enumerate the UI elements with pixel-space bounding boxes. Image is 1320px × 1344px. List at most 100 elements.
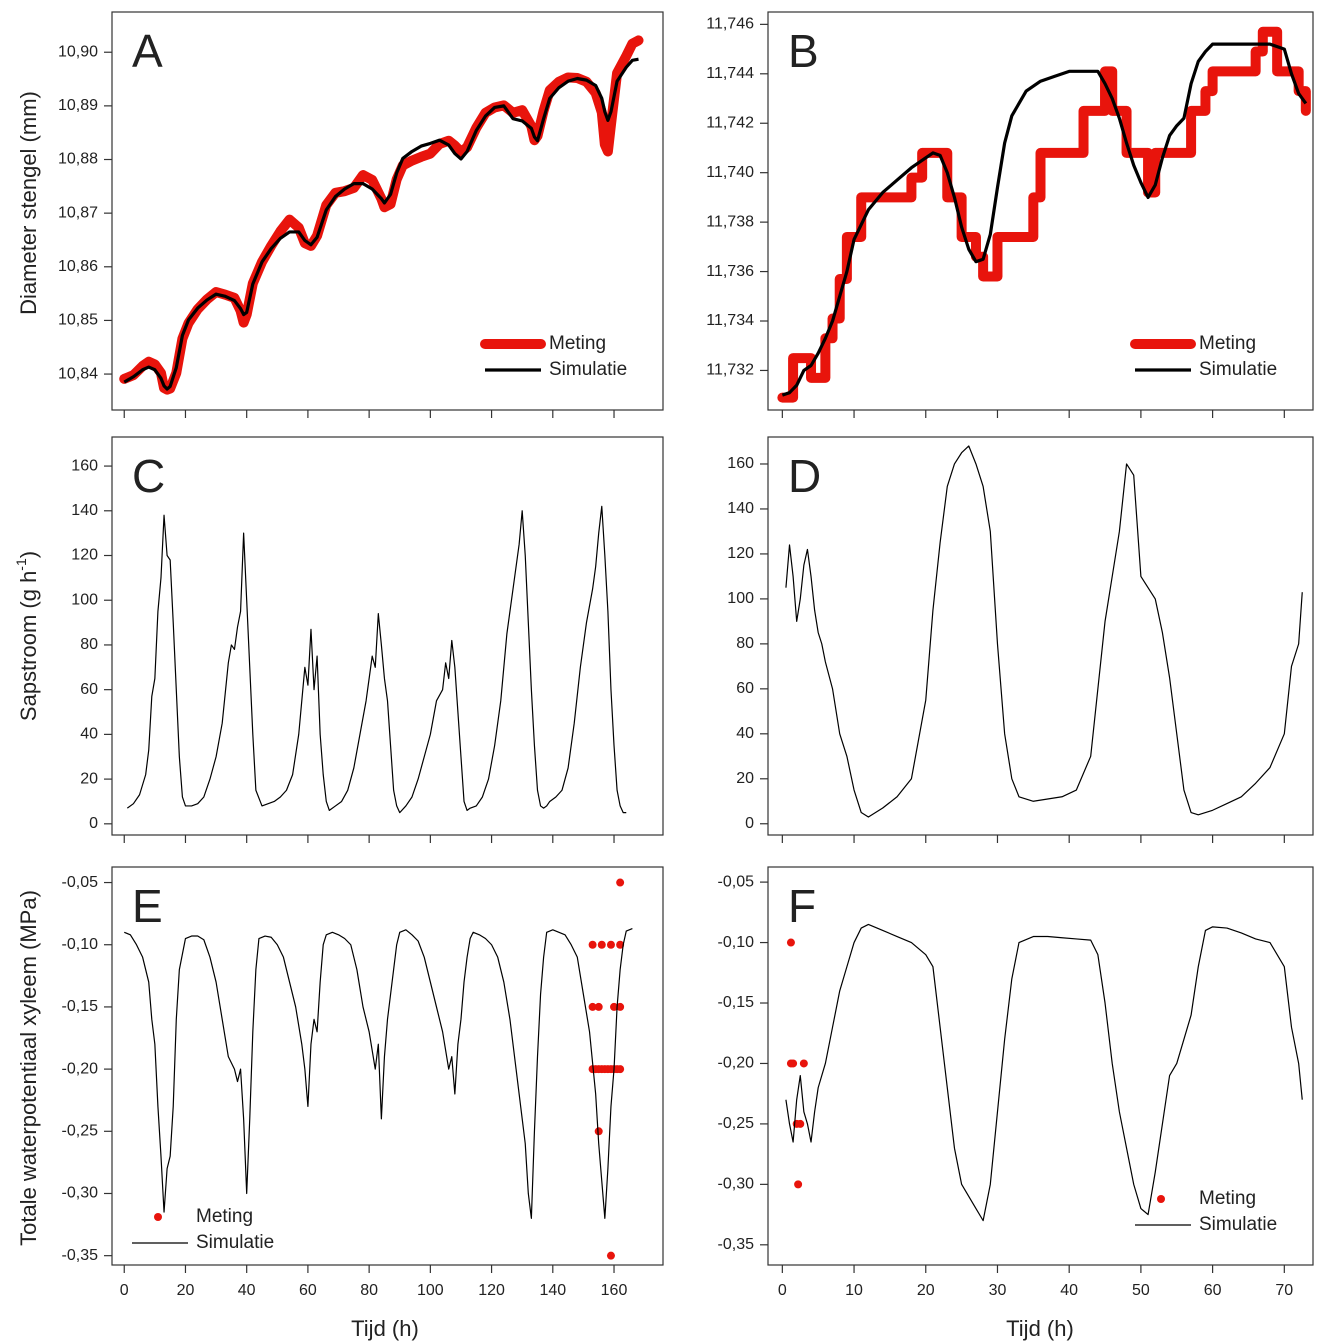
plot-layer-E: 0 20 40 60 80 100 120 140 160 -0,35 -0,30 -0,25 -0,2… xyxy=(62,874,633,1299)
measurement-point-E-1 xyxy=(597,940,606,949)
y-tick-label-A-3: 10,87 xyxy=(58,204,98,221)
measurement-point-E-6 xyxy=(610,1002,619,1011)
y-tick-label-F-1: -0,30 xyxy=(718,1176,755,1193)
measurement-point-F-6 xyxy=(794,1180,803,1189)
measurement-point-E-20 xyxy=(616,878,625,887)
plot-layer-A: 10,84 10,85 10,86 10,87 10,88 10,89 10,90 A Meti… xyxy=(58,25,644,418)
legend-label-simulatie-B: Simulatie xyxy=(1199,359,1277,380)
legend-label-meting-F: Meting xyxy=(1199,1188,1256,1209)
plot-area-E xyxy=(124,878,633,1260)
panel-frame-E xyxy=(111,866,664,1266)
y-tick-label-D-8: 160 xyxy=(727,455,754,472)
y-axis-title-diameter: Diameter stengel (mm) xyxy=(16,91,41,315)
x-tick-label-F-4: 40 xyxy=(1060,1282,1078,1299)
plot-layer-F: 0 10 20 30 40 50 60 70 -0,35 -0,30 -0,25 -0,20 -0,15… xyxy=(718,873,1303,1299)
legend-marker-meting-F xyxy=(1157,1195,1165,1203)
measurement-point-E-5 xyxy=(594,1002,603,1011)
plot-area-C xyxy=(126,505,627,814)
measurement-point-F-5 xyxy=(799,1059,808,1068)
panel-F: 0 10 20 30 40 50 60 70 -0,35 -0,30 -0,25 -0,20 -0,15… xyxy=(718,866,1314,1299)
y-tick-label-D-5: 100 xyxy=(727,590,754,607)
measurement-point-E-0 xyxy=(588,940,597,949)
x-tick-label-F-3: 30 xyxy=(989,1282,1007,1299)
x-tick-label-E-2: 40 xyxy=(238,1282,256,1299)
measurement-point-F-4 xyxy=(796,1119,805,1128)
y-axis-title-water-potential: Totale waterpotentiaal xyleem (MPa) xyxy=(16,890,41,1246)
measurement-point-F-0 xyxy=(786,938,795,947)
legend-label-simulatie-F: Simulatie xyxy=(1199,1214,1277,1235)
y-tick-label-C-2: 40 xyxy=(80,726,98,743)
y-tick-label-D-3: 60 xyxy=(736,680,754,697)
y-tick-label-C-6: 120 xyxy=(71,547,98,564)
simulation-series-A xyxy=(123,57,639,391)
legend-label-simulatie-A: Simulatie xyxy=(549,359,627,380)
measurement-point-E-4 xyxy=(588,1002,597,1011)
y-tick-label-D-6: 120 xyxy=(727,545,754,562)
x-tick-label-E-7: 140 xyxy=(539,1282,566,1299)
x-tick-label-E-6: 120 xyxy=(478,1282,505,1299)
x-tick-label-F-0: 0 xyxy=(778,1282,787,1299)
y-tick-label-D-2: 40 xyxy=(736,725,754,742)
y-axis-title-sapflow-superscript: -1 xyxy=(13,558,29,571)
panel-C: 0 20 40 60 80 100 120 140 160 C xyxy=(71,436,664,843)
x-tick-label-E-5: 100 xyxy=(417,1282,444,1299)
y-tick-label-E-0: -0,35 xyxy=(62,1247,99,1264)
y-tick-label-E-3: -0,20 xyxy=(62,1060,99,1077)
y-tick-label-A-1: 10,85 xyxy=(58,312,98,329)
measurement-point-E-2 xyxy=(606,940,615,949)
legend-label-meting-B: Meting xyxy=(1199,333,1256,354)
x-axis-title-left: Tijd (h) xyxy=(351,1316,419,1341)
y-tick-label-A-0: 10,84 xyxy=(58,365,98,382)
x-tick-label-E-8: 160 xyxy=(601,1282,628,1299)
y-tick-label-B-5: 11,742 xyxy=(706,114,754,131)
y-tick-label-A-2: 10,86 xyxy=(58,258,98,275)
panel-letter-E: E xyxy=(132,880,163,932)
measurement-point-E-7 xyxy=(616,1002,625,1011)
panel-A: 10,84 10,85 10,86 10,87 10,88 10,89 10,90 A Meti… xyxy=(58,11,664,418)
y-tick-label-A-5: 10,89 xyxy=(58,97,98,114)
y-axis-title-sapflow: Sapstroom (g h-1) xyxy=(13,551,41,721)
y-tick-label-B-6: 11,744 xyxy=(706,65,754,82)
panel-letter-F: F xyxy=(788,880,816,932)
legend-marker-meting-E xyxy=(154,1213,162,1221)
measurement-point-E-3 xyxy=(616,940,625,949)
y-tick-label-C-8: 160 xyxy=(71,457,98,474)
plot-area-F xyxy=(785,923,1303,1222)
y-tick-label-C-4: 80 xyxy=(80,636,98,653)
y-tick-label-B-7: 11,746 xyxy=(706,16,754,33)
plot-area-B xyxy=(777,26,1311,403)
y-tick-label-E-6: -0,05 xyxy=(62,874,99,891)
simulation-series-B xyxy=(781,42,1308,397)
y-tick-label-A-4: 10,88 xyxy=(58,151,98,168)
panel-D: 0 20 40 60 80 100 120 140 160 D xyxy=(727,436,1314,843)
y-axis-title-sapflow-main: Sapstroom (g h xyxy=(16,571,41,721)
legend-label-meting-E: Meting xyxy=(196,1206,253,1227)
y-tick-label-E-4: -0,15 xyxy=(62,998,99,1015)
panel-letter-C: C xyxy=(132,450,165,502)
x-tick-label-E-3: 60 xyxy=(299,1282,317,1299)
measurement-point-F-2 xyxy=(789,1059,798,1068)
y-tick-label-D-7: 140 xyxy=(727,500,754,517)
y-tick-label-B-4: 11,740 xyxy=(706,164,754,181)
y-tick-label-B-1: 11,734 xyxy=(706,312,754,329)
panel-frame-D xyxy=(767,436,1314,836)
panel-letter-A: A xyxy=(132,25,163,77)
x-tick-label-F-1: 10 xyxy=(845,1282,863,1299)
x-tick-label-F-5: 50 xyxy=(1132,1282,1150,1299)
y-tick-label-C-0: 0 xyxy=(89,815,98,832)
panel-letter-D: D xyxy=(788,450,821,502)
y-tick-label-D-1: 20 xyxy=(736,770,754,787)
simulation-series-C xyxy=(126,505,627,814)
y-tick-label-F-4: -0,15 xyxy=(718,994,755,1011)
y-tick-label-C-7: 140 xyxy=(71,502,98,519)
y-tick-label-F-0: -0,35 xyxy=(718,1236,755,1253)
x-tick-label-E-0: 0 xyxy=(120,1282,129,1299)
y-tick-label-D-0: 0 xyxy=(745,815,754,832)
plot-area-A xyxy=(119,35,644,395)
panel-frame-C xyxy=(111,436,664,836)
y-tick-label-B-0: 11,732 xyxy=(706,362,754,379)
plot-area-D xyxy=(785,445,1303,818)
x-tick-label-E-4: 80 xyxy=(360,1282,378,1299)
legend-label-meting-A: Meting xyxy=(549,333,606,354)
